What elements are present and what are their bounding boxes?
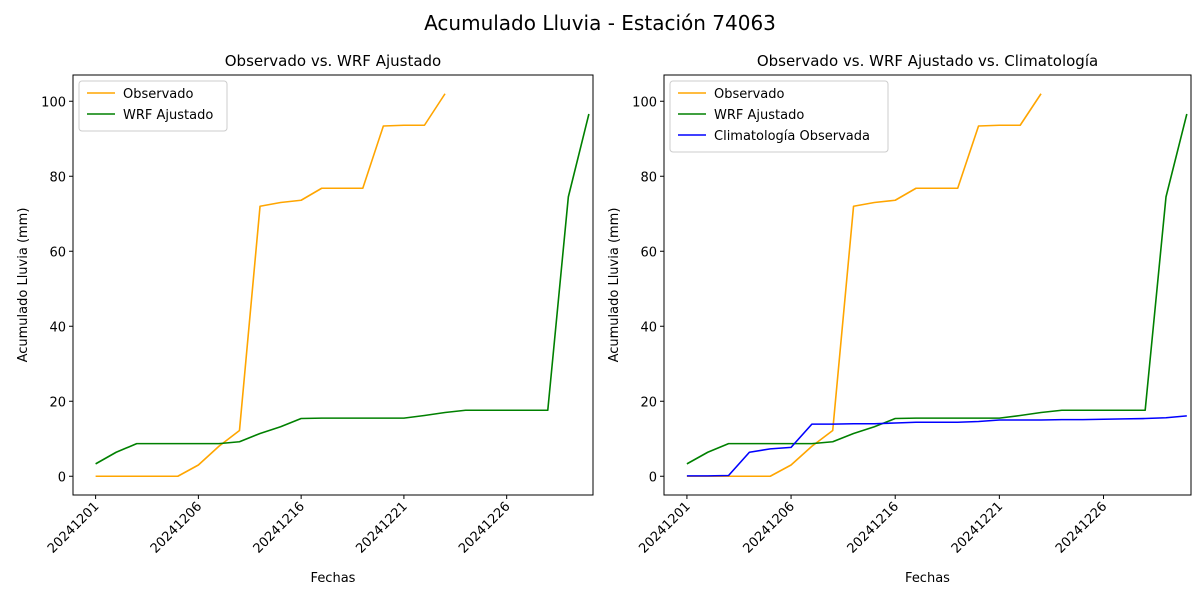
x-axis-label: Fechas bbox=[311, 571, 356, 586]
x-tick-label: 20241206 bbox=[740, 499, 797, 556]
x-tick-label: 20241221 bbox=[949, 499, 1006, 556]
x-tick-label: 20241201 bbox=[636, 499, 693, 556]
legend: Observado WRF Ajustado Climatología Observ… bbox=[669, 80, 889, 153]
series-line-wrf-ajustado bbox=[686, 113, 1188, 465]
legend: Observado WRF Ajustado bbox=[78, 80, 228, 132]
legend-box bbox=[669, 80, 889, 153]
y-tick-label: 20 bbox=[49, 395, 66, 410]
x-tick-label: 20241221 bbox=[353, 499, 410, 556]
legend-entry: Observado bbox=[123, 87, 194, 102]
subplot-1: 0 20 40 60 80 100 20241201 20241206 20241216 2024… bbox=[16, 52, 594, 586]
y-tick-label: 60 bbox=[640, 245, 657, 260]
y-tick-label: 80 bbox=[640, 170, 657, 185]
y-tick-label: 60 bbox=[49, 245, 66, 260]
legend-box bbox=[78, 80, 228, 132]
y-tick-label: 100 bbox=[632, 95, 657, 110]
plots-container: 0 20 40 60 80 100 20241201 20241206 20241216 2024… bbox=[16, 52, 1192, 586]
figure-suptitle: Acumulado Lluvia - Estación 74063 bbox=[424, 11, 776, 35]
axes-frame bbox=[72, 74, 594, 496]
legend-entry: Climatología Observada bbox=[714, 129, 870, 144]
legend-entry: WRF Ajustado bbox=[714, 108, 804, 123]
series-line-wrf-ajustado bbox=[95, 113, 590, 465]
subplot-title: Observado vs. WRF Ajustado vs. Climatolo… bbox=[757, 52, 1098, 70]
y-tick-label: 20 bbox=[640, 395, 657, 410]
x-axis-label: Fechas bbox=[905, 571, 950, 586]
x-tick-label: 20241226 bbox=[1053, 499, 1110, 556]
x-tick-label: 20241216 bbox=[845, 499, 902, 556]
subplot-2: 0 20 40 60 80 100 20241201 20241206 20241216 2024… bbox=[607, 52, 1192, 586]
y-tick-label: 40 bbox=[49, 320, 66, 335]
y-axis-label: Acumulado Lluvia (mm) bbox=[16, 208, 31, 363]
y-tick-label: 0 bbox=[649, 470, 657, 485]
series-line-observado bbox=[95, 93, 446, 478]
legend-entry: WRF Ajustado bbox=[123, 108, 213, 123]
x-tick-label: 20241201 bbox=[45, 499, 102, 556]
series-line-observado bbox=[686, 93, 1042, 478]
series-line-climatolog-a-observada bbox=[686, 415, 1187, 477]
subplot-title: Observado vs. WRF Ajustado bbox=[225, 52, 441, 70]
legend-entry: Observado bbox=[714, 87, 785, 102]
y-tick-label: 80 bbox=[49, 170, 66, 185]
y-tick-label: 40 bbox=[640, 320, 657, 335]
x-tick-label: 20241216 bbox=[251, 499, 308, 556]
x-tick-label: 20241206 bbox=[148, 499, 205, 556]
y-tick-label: 100 bbox=[41, 95, 66, 110]
y-tick-label: 0 bbox=[58, 470, 66, 485]
axes-frame bbox=[663, 74, 1192, 496]
y-axis-label: Acumulado Lluvia (mm) bbox=[607, 208, 622, 363]
x-tick-label: 20241226 bbox=[456, 499, 513, 556]
